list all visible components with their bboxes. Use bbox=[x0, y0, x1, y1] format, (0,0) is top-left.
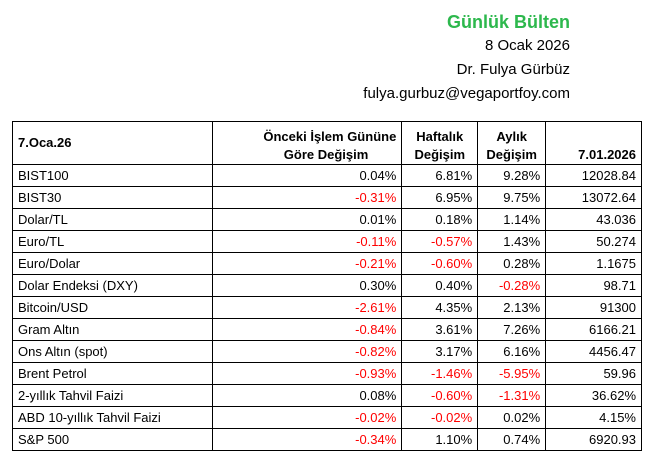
table-row: Dolar/TL 0.01% 0.18% 1.14% 43.036 bbox=[12, 208, 642, 231]
header-date: 7.Oca.26 bbox=[12, 121, 213, 165]
row-monthly-change: 0.28% bbox=[477, 252, 547, 275]
row-value: 43.036 bbox=[545, 208, 642, 231]
row-value: 6920.93 bbox=[545, 428, 642, 451]
row-value: 12028.84 bbox=[545, 164, 642, 187]
row-monthly-change: 0.02% bbox=[477, 406, 547, 429]
row-monthly-change: 0.74% bbox=[477, 428, 547, 451]
row-name: BIST100 bbox=[12, 164, 213, 187]
row-name: BIST30 bbox=[12, 186, 213, 209]
row-onceki-change: -0.93% bbox=[211, 362, 403, 385]
row-monthly-change: -5.95% bbox=[477, 362, 547, 385]
row-weekly-change: 0.40% bbox=[401, 274, 479, 297]
header-aylik: Aylık Değişim bbox=[477, 121, 547, 165]
row-value: 91300 bbox=[545, 296, 642, 319]
row-name: Dolar Endeksi (DXY) bbox=[12, 274, 213, 297]
row-value: 6166.21 bbox=[545, 318, 642, 341]
header-haftalik-line1: Haftalık bbox=[416, 129, 464, 144]
row-name: S&P 500 bbox=[12, 428, 213, 451]
market-table: 7.Oca.26 Önceki İşlem Gününe Göre Değişi… bbox=[12, 121, 642, 451]
row-weekly-change: -0.60% bbox=[401, 252, 479, 275]
table-row: S&P 500 -0.34% 1.10% 0.74% 6920.93 bbox=[12, 428, 642, 451]
table-row: Brent Petrol -0.93% -1.46% -5.95% 59.96 bbox=[12, 362, 642, 385]
row-onceki-change: -0.82% bbox=[211, 340, 403, 363]
row-name: Brent Petrol bbox=[12, 362, 213, 385]
row-weekly-change: 6.81% bbox=[401, 164, 479, 187]
row-monthly-change: -1.31% bbox=[477, 384, 547, 407]
row-monthly-change: -0.28% bbox=[477, 274, 547, 297]
header-haftalik: Haftalık Değişim bbox=[401, 121, 479, 165]
bulletin-date: 8 Ocak 2026 bbox=[484, 37, 570, 54]
row-name: Gram Altın bbox=[12, 318, 213, 341]
table-header-row: 7.Oca.26 Önceki İşlem Gününe Göre Değişi… bbox=[12, 121, 642, 165]
row-onceki-change: -0.02% bbox=[211, 406, 403, 429]
header-haftalik-line2: Değişim bbox=[414, 147, 466, 162]
row-monthly-change: 6.16% bbox=[477, 340, 547, 363]
row-name: 2-yıllık Tahvil Faizi bbox=[12, 384, 213, 407]
row-onceki-change: -0.34% bbox=[211, 428, 403, 451]
row-onceki-change: 0.08% bbox=[211, 384, 403, 407]
row-onceki-change: -2.61% bbox=[211, 296, 403, 319]
row-name: Dolar/TL bbox=[12, 208, 213, 231]
row-monthly-change: 7.26% bbox=[477, 318, 547, 341]
table-row: BIST100 0.04% 6.81% 9.28% 12028.84 bbox=[12, 164, 642, 187]
row-value: 36.62% bbox=[545, 384, 642, 407]
row-weekly-change: -0.57% bbox=[401, 230, 479, 253]
row-value: 4.15% bbox=[545, 406, 642, 429]
row-value: 13072.64 bbox=[545, 186, 642, 209]
bulletin-header: Günlük Bülten 8 Ocak 2026 Dr. Fulya Gürb… bbox=[363, 10, 570, 106]
table-row: Dolar Endeksi (DXY) 0.30% 0.40% -0.28% 98.71 bbox=[12, 274, 642, 297]
row-weekly-change: -1.46% bbox=[401, 362, 479, 385]
table-row: Euro/Dolar -0.21% -0.60% 0.28% 1.1675 bbox=[12, 252, 642, 275]
row-value: 98.71 bbox=[545, 274, 642, 297]
row-name: Bitcoin/USD bbox=[12, 296, 213, 319]
header-aylik-line1: Aylık bbox=[496, 129, 527, 144]
row-weekly-change: -0.02% bbox=[401, 406, 479, 429]
row-name: Euro/Dolar bbox=[12, 252, 213, 275]
row-monthly-change: 9.75% bbox=[477, 186, 547, 209]
header-onceki: Önceki İşlem Gününe Göre Değişim bbox=[211, 121, 403, 165]
row-monthly-change: 2.13% bbox=[477, 296, 547, 319]
row-weekly-change: -0.60% bbox=[401, 384, 479, 407]
author-email: fulya.gurbuz@vegaportfoy.com bbox=[363, 85, 570, 102]
row-value: 4456.47 bbox=[545, 340, 642, 363]
header-onceki-line2: Göre Değişim bbox=[283, 147, 369, 162]
row-monthly-change: 1.14% bbox=[477, 208, 547, 231]
row-weekly-change: 4.35% bbox=[401, 296, 479, 319]
row-onceki-change: -0.11% bbox=[211, 230, 403, 253]
row-name: Euro/TL bbox=[12, 230, 213, 253]
row-onceki-change: 0.04% bbox=[211, 164, 403, 187]
row-monthly-change: 1.43% bbox=[477, 230, 547, 253]
bulletin-title: Günlük Bülten bbox=[447, 12, 570, 32]
row-weekly-change: 1.10% bbox=[401, 428, 479, 451]
row-value: 50.274 bbox=[545, 230, 642, 253]
table-row: Ons Altın (spot) -0.82% 3.17% 6.16% 4456.47 bbox=[12, 340, 642, 363]
table-row: Bitcoin/USD -2.61% 4.35% 2.13% 91300 bbox=[12, 296, 642, 319]
row-onceki-change: -0.84% bbox=[211, 318, 403, 341]
row-weekly-change: 6.95% bbox=[401, 186, 479, 209]
author-name: Dr. Fulya Gürbüz bbox=[456, 61, 570, 78]
row-weekly-change: 0.18% bbox=[401, 208, 479, 231]
row-name: ABD 10-yıllık Tahvil Faizi bbox=[12, 406, 213, 429]
header-onceki-line1: Önceki İşlem Gününe bbox=[263, 129, 397, 144]
row-onceki-change: -0.31% bbox=[211, 186, 403, 209]
header-value-date: 7.01.2026 bbox=[545, 121, 642, 165]
table-row: BIST30 -0.31% 6.95% 9.75% 13072.64 bbox=[12, 186, 642, 209]
table-row: Gram Altın -0.84% 3.61% 7.26% 6166.21 bbox=[12, 318, 642, 341]
row-onceki-change: -0.21% bbox=[211, 252, 403, 275]
row-weekly-change: 3.61% bbox=[401, 318, 479, 341]
row-value: 59.96 bbox=[545, 362, 642, 385]
row-name: Ons Altın (spot) bbox=[12, 340, 213, 363]
row-value: 1.1675 bbox=[545, 252, 642, 275]
table-row: ABD 10-yıllık Tahvil Faizi -0.02% -0.02% 0.… bbox=[12, 406, 642, 429]
row-weekly-change: 3.17% bbox=[401, 340, 479, 363]
row-monthly-change: 9.28% bbox=[477, 164, 547, 187]
row-onceki-change: 0.30% bbox=[211, 274, 403, 297]
table-row: Euro/TL -0.11% -0.57% 1.43% 50.274 bbox=[12, 230, 642, 253]
header-aylik-line2: Değişim bbox=[486, 147, 537, 162]
row-onceki-change: 0.01% bbox=[211, 208, 403, 231]
table-row: 2-yıllık Tahvil Faizi 0.08% -0.60% -1.31% 36… bbox=[12, 384, 642, 407]
